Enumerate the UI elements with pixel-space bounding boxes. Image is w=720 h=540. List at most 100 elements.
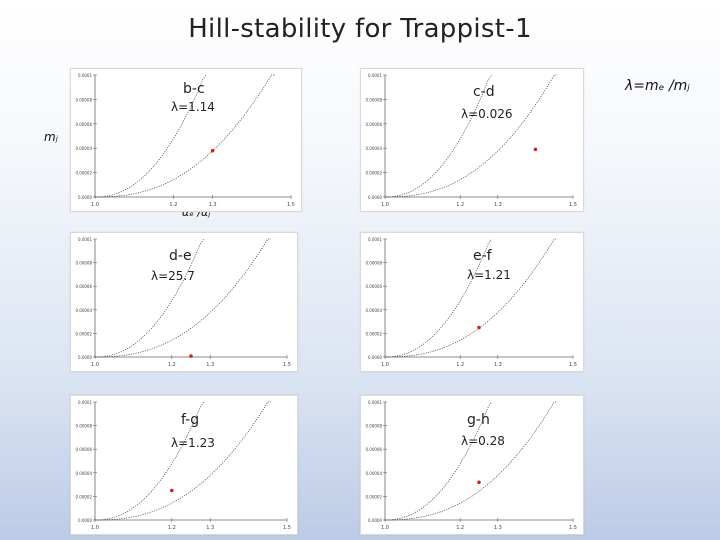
boundary-curve-outer [385,401,558,521]
chart-panel-c-d: 0.0000 0.00002 0.00004 0.00006 0.00008 0.0001… [360,68,584,212]
pair-label: g-h [467,412,490,428]
data-point [477,480,481,485]
x-tick-label: 1.5 [569,525,577,531]
plot-area: 0.0000 0.00002 0.00004 0.00006 0.00008 0.0001… [75,400,291,531]
x-tick-label: 1.0 [91,525,99,531]
chart-panel-f-g: 0.0000 0.00002 0.00004 0.00006 0.00008 0.0001… [70,395,298,535]
pair-label: b-c [183,81,205,97]
y-tick-label: 0.0001 [78,73,92,78]
lambda-definition: λ=mₑ /mⱼ [625,78,690,94]
pair-label: f-g [181,412,200,428]
plot-area: 0.0000 0.00002 0.00004 0.00006 0.00008 0.0001… [365,237,577,368]
y-tick-label: 0.00006 [365,447,382,452]
x-tick-label: 1.5 [283,362,291,368]
data-point [170,488,174,493]
lambda-label: λ=1.14 [171,100,215,114]
chart-panel-b-c: 0.0000 0.00002 0.00004 0.00006 0.00008 0.0001… [70,68,302,212]
lambda-label: λ=25.7 [151,269,195,283]
y-tick-label: 0.00004 [75,471,92,476]
x-tick-label: 1.0 [381,525,389,531]
data-point [477,325,481,330]
x-tick-label: 1.2 [168,525,176,531]
x-tick-label: 1.5 [569,362,577,368]
x-tick-label: 1.0 [91,202,99,208]
y-tick-label: 0.00004 [365,146,382,151]
x-tick-label: 1.5 [287,202,295,208]
y-tick-label: 0.00008 [365,261,382,266]
x-tick-label: 1.0 [381,362,389,368]
boundary-curve-inner [384,401,492,521]
plot-area: 0.0000 0.00002 0.00004 0.00006 0.00008 0.0001… [75,237,291,368]
y-tick-label: 0.00008 [365,424,382,429]
y-tick-label: 0.00004 [365,471,382,476]
y-tick-label: 0.00004 [365,308,382,313]
x-tick-label: 1.2 [456,202,464,208]
boundary-curve-inner [94,238,205,358]
y-tick-label: 0.0001 [368,73,382,78]
y-tick-label: 0.00008 [75,424,92,429]
lambda-label: λ=0.28 [461,434,505,448]
x-tick-label: 1.3 [494,525,502,531]
x-tick-label: 1.0 [91,362,99,368]
y-tick-label: 0.0000 [368,355,382,360]
y-tick-label: 0.00008 [75,97,92,102]
lambda-label: λ=1.23 [171,436,215,450]
y-tick-label: 0.0000 [78,518,92,523]
boundary-curve-outer [385,238,558,358]
y-tick-label: 0.00002 [365,171,382,176]
x-tick-label: 1.2 [456,362,464,368]
x-tick-label: 1.2 [456,525,464,531]
y-tick-label: 0.0001 [368,400,382,405]
x-tick-label: 1.5 [569,202,577,208]
chart-panel-g-h: 0.0000 0.00002 0.00004 0.00006 0.00008 0.0001… [360,395,584,535]
x-tick-label: 1.2 [169,202,177,208]
x-tick-label: 1.3 [494,202,502,208]
lambda-label: λ=0.026 [461,107,513,121]
x-tick-label: 1.3 [206,525,214,531]
y-tick-label: 0.0001 [78,400,92,405]
y-tick-label: 0.00002 [75,494,92,499]
x-tick-label: 1.5 [283,525,291,531]
y-tick-label: 0.00004 [75,308,92,313]
y-tick-label: 0.00006 [365,122,382,127]
boundary-curve-outer [95,74,275,198]
boundary-curve-outer [95,401,271,521]
boundary-curve-outer [385,74,558,198]
pair-label: e-f [473,248,492,264]
y-tick-label: 0.00006 [75,284,92,289]
pair-label: d-e [169,248,192,264]
boundary-curve-inner [384,238,492,358]
x-tick-label: 1.3 [209,202,217,208]
y-axis-label: mⱼ [44,130,58,144]
data-point [210,148,215,153]
boundary-curve-outer [95,238,271,358]
data-point [189,354,193,358]
y-tick-label: 0.00008 [365,97,382,102]
x-tick-label: 1.3 [206,362,214,368]
y-tick-label: 0.00006 [75,122,92,127]
y-tick-label: 0.00002 [75,331,92,336]
y-tick-label: 0.00006 [365,284,382,289]
plot-area: 0.0000 0.00002 0.00004 0.00006 0.00008 0.0001… [75,73,295,208]
lambda-label: λ=1.21 [467,268,511,282]
y-tick-label: 0.00002 [365,331,382,336]
y-tick-label: 0.0000 [78,355,92,360]
y-tick-label: 0.0001 [78,237,92,242]
y-tick-label: 0.0000 [368,195,382,200]
slide-title: Hill-stability for Trappist-1 [188,14,532,44]
y-tick-label: 0.00002 [75,171,92,176]
y-tick-label: 0.00004 [75,146,92,151]
data-point [533,147,538,152]
y-tick-label: 0.00006 [75,447,92,452]
y-tick-label: 0.0000 [368,518,382,523]
chart-panel-e-f: 0.0000 0.00002 0.00004 0.00006 0.00008 0.0001… [360,232,584,372]
x-tick-label: 1.0 [381,202,389,208]
y-tick-label: 0.00008 [75,261,92,266]
x-tick-label: 1.2 [168,362,176,368]
y-tick-label: 0.0001 [368,237,382,242]
plot-area: 0.0000 0.00002 0.00004 0.00006 0.00008 0.0001… [365,73,577,208]
chart-panel-d-e: 0.0000 0.00002 0.00004 0.00006 0.00008 0.0001… [70,232,298,372]
plot-area: 0.0000 0.00002 0.00004 0.00006 0.00008 0.0001… [365,400,577,531]
pair-label: c-d [473,84,495,100]
y-tick-label: 0.0000 [78,195,92,200]
